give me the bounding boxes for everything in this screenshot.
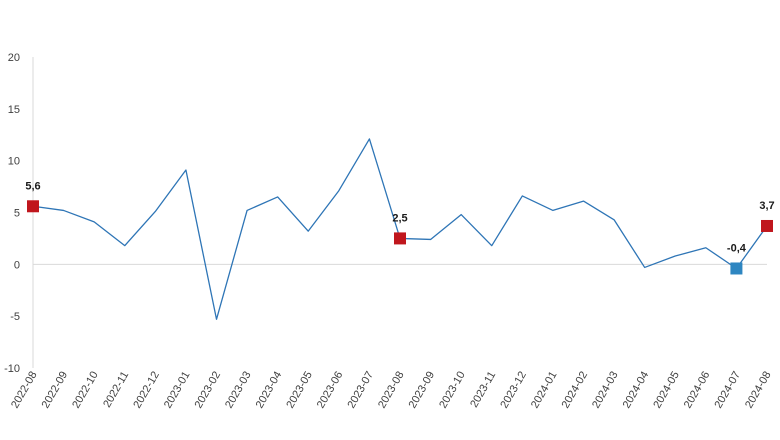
x-tick-label: 2023-07 [345, 370, 376, 411]
y-tick-label: 20 [8, 52, 20, 64]
x-tick-label: 2024-03 [590, 370, 621, 411]
x-tick-label: 2022-08 [9, 370, 40, 411]
x-tick-label: 2023-12 [498, 370, 529, 411]
x-tick-label: 2023-11 [468, 370, 498, 410]
y-tick-label: 5 [14, 208, 20, 220]
series-line [32, 138, 768, 320]
data-label: -0,4 [727, 242, 747, 254]
x-tick-label: 2023-06 [315, 370, 346, 411]
y-tick-label: 0 [14, 259, 20, 271]
highlight-marker [394, 232, 406, 245]
x-tick-label: 2024-06 [682, 370, 713, 411]
data-label: 2,5 [392, 212, 407, 224]
highlight-marker [730, 262, 743, 275]
x-tick-label: 2023-01 [162, 370, 193, 411]
y-tick-label: -5 [10, 311, 20, 323]
x-tick-label: 2023-09 [407, 370, 438, 411]
x-tick-label: 2024-04 [621, 370, 652, 411]
y-axis: 20 15 10 5 0 -5 -10 [4, 52, 34, 375]
x-axis: 2022-08 2022-09 2022-10 2022-11 2022-12 2023-… [9, 263, 774, 411]
series-layer [32, 138, 768, 320]
x-tick-label: 2022-12 [131, 370, 162, 411]
highlight-marker [761, 219, 773, 232]
x-tick-label: 2024-07 [712, 370, 743, 411]
y-tick-label: 10 [8, 156, 20, 168]
y-tick-label: -10 [4, 363, 20, 375]
x-tick-label: 2023-05 [284, 370, 315, 411]
highlight-markers: 5,6 2,5 -0,4 3,7 [25, 180, 775, 275]
x-tick-label: 2022-11 [101, 370, 131, 410]
x-tick-label: 2023-04 [254, 370, 285, 411]
data-label: 5,6 [25, 180, 40, 192]
x-tick-label: 2023-03 [223, 370, 254, 411]
x-tick-label: 2024-08 [743, 370, 774, 411]
x-tick-label: 2024-05 [651, 370, 682, 411]
highlight-marker [27, 200, 39, 213]
x-tick-label: 2022-09 [40, 370, 71, 411]
data-label: 3,7 [759, 200, 774, 212]
x-tick-label: 2023-10 [437, 370, 468, 411]
x-tick-label: 2023-08 [376, 370, 407, 411]
x-tick-label: 2022-10 [70, 370, 101, 411]
y-tick-label: 15 [8, 104, 20, 116]
x-tick-label: 2024-02 [560, 370, 591, 411]
x-tick-label: 2024-01 [529, 370, 560, 411]
x-tick-label: 2023-02 [193, 370, 224, 411]
